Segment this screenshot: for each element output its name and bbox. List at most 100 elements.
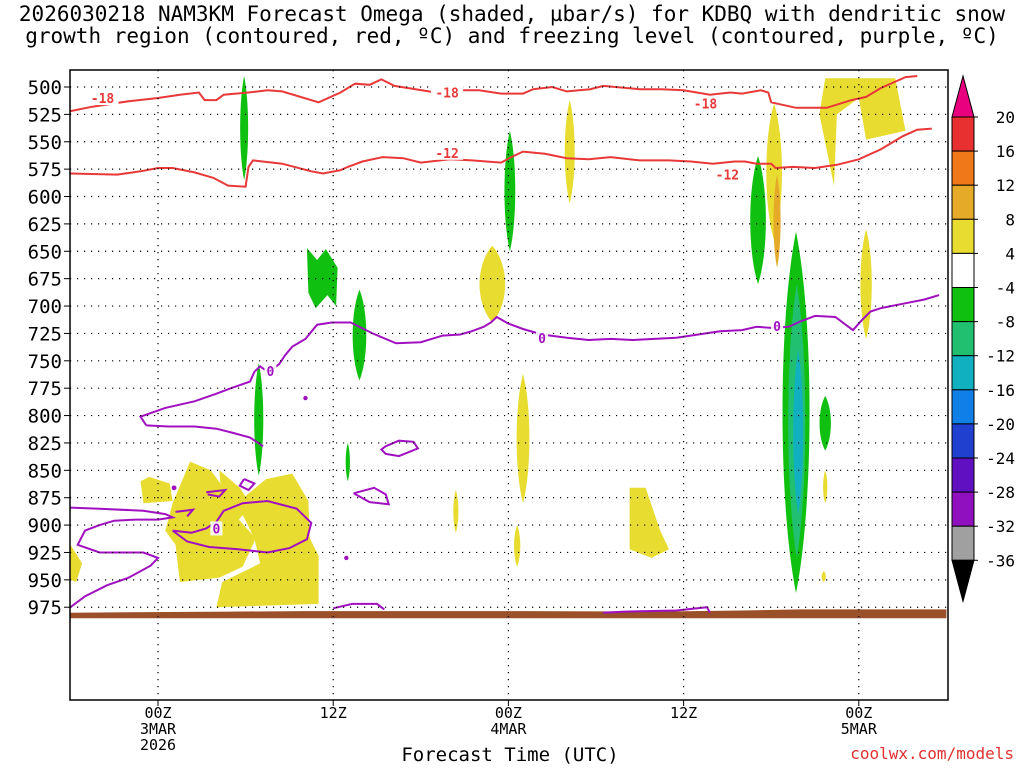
colorbar-swatch <box>951 218 975 254</box>
y-tick-label: 975 <box>28 597 62 619</box>
chart-title-line1: 2026030218 NAM3KM Forecast Omega (shaded… <box>18 2 1006 26</box>
y-tick-label: 525 <box>28 104 62 126</box>
contour-label-bg <box>86 91 119 106</box>
contour-label-freezing: 0 <box>773 320 781 335</box>
colorbar-swatch <box>951 287 975 323</box>
colorbar-swatch <box>951 457 975 493</box>
contour-freezing <box>332 602 385 611</box>
x-axis-title: Forecast Time (UTC) <box>401 744 619 766</box>
x-tick-label: 5MAR <box>841 720 878 738</box>
omega-shade-yellow <box>564 100 575 204</box>
contour-label-dendritic: -18 <box>694 98 718 113</box>
plot-frame <box>69 69 949 701</box>
contour-label-bg <box>771 318 784 333</box>
grid <box>70 70 948 700</box>
contour-label-dendritic: -18 <box>91 92 115 107</box>
colorbar-swatch <box>951 252 975 288</box>
colorbar-label: -28 <box>986 483 1015 502</box>
omega-shade-yellow <box>514 525 521 567</box>
contour-label-dendritic: -12 <box>435 147 458 162</box>
contour-freezing <box>379 439 420 458</box>
y-tick-label: 550 <box>28 132 62 154</box>
y-tick-label: 700 <box>28 296 62 318</box>
y-tick-label: 825 <box>28 433 62 455</box>
omega-shade-yellow <box>629 487 669 558</box>
colorbar-label: -24 <box>986 449 1015 468</box>
colorbar-swatch <box>951 321 975 357</box>
omega-shade-green <box>750 155 766 285</box>
x-tick-label: 00Z <box>144 704 171 722</box>
credit-text: coolwx.com/models <box>850 744 1014 763</box>
y-tick-label: 500 <box>28 77 62 99</box>
contour-freezing <box>603 606 711 614</box>
x-tick-label: 4MAR <box>490 720 527 738</box>
colorbar-label: -16 <box>986 381 1015 400</box>
colorbar-label: -32 <box>986 517 1015 536</box>
omega-shade-green <box>254 362 264 476</box>
freezing-contours <box>70 294 940 614</box>
terrain-fill <box>70 609 947 619</box>
x-tick-label: 00Z <box>495 704 522 722</box>
colorbar-label: 12 <box>996 176 1015 195</box>
x-tick-label: 12Z <box>670 704 697 722</box>
colorbar-label: -12 <box>986 347 1015 366</box>
contour-freezing <box>353 486 391 506</box>
colorbar-label: -20 <box>986 415 1015 434</box>
contour-minus18 <box>70 75 918 113</box>
contour-label-dendritic: -18 <box>435 87 459 102</box>
omega-positive-shading <box>70 78 906 608</box>
x-tick-label: 12Z <box>320 704 347 722</box>
omega-shade-yellow <box>516 373 530 504</box>
contour-freezing-dot <box>171 485 177 491</box>
colorbar-top-arrow <box>951 74 975 118</box>
y-tick-label: 750 <box>28 351 62 373</box>
omega-shade-yellow <box>823 470 828 504</box>
y-tick-label: 775 <box>28 378 62 400</box>
colorbar: 20 16 12 8 4 -4 -8 -12 -16 -20 -24 -28 -32 -36 <box>951 74 1015 604</box>
colorbar-swatch <box>951 150 975 186</box>
contour-label-freezing: 0 <box>267 365 275 380</box>
x-tick-label: 2026 <box>140 736 176 754</box>
colorbar-swatch <box>951 423 975 459</box>
colorbar-swatch <box>951 184 975 220</box>
colorbar-label: 4 <box>1005 244 1015 263</box>
colorbar-label: 16 <box>996 142 1015 161</box>
omega-shade-green <box>504 130 516 252</box>
x-tick-label: 3MAR <box>140 720 177 738</box>
contour-freezing <box>238 478 257 492</box>
omega-shade-yellow <box>453 490 459 533</box>
y-tick-label: 675 <box>28 269 62 291</box>
y-tick-label: 900 <box>28 515 62 537</box>
colorbar-swatch <box>951 116 975 152</box>
omega-shade-green <box>819 395 831 451</box>
contour-freezing <box>146 424 264 448</box>
omega-shade-cyan <box>793 349 804 515</box>
contour-freezing-dot <box>303 395 308 401</box>
contour-freezing <box>138 294 940 426</box>
colorbar-label: -36 <box>986 551 1015 570</box>
dendritic-contours <box>70 75 932 188</box>
contour-label-bg <box>210 521 223 536</box>
colorbar-label: 20 <box>996 108 1015 127</box>
omega-shade-yellow <box>860 229 872 339</box>
omega-shade-yellow <box>819 78 906 186</box>
y-tick-label: 725 <box>28 323 62 345</box>
y-tick-label: 850 <box>28 460 62 482</box>
contour-freezing <box>206 488 228 498</box>
contour-label-bg <box>264 363 277 378</box>
colorbar-label: -8 <box>996 313 1015 332</box>
omega-shade-green <box>352 289 367 381</box>
contour-freezing <box>70 506 177 609</box>
colorbar-swatch <box>951 491 975 527</box>
omega-shade-yellow <box>70 544 83 582</box>
omega-shade-yellow <box>821 571 826 583</box>
colorbar-swatch <box>951 525 975 561</box>
omega-shade-yellow <box>140 476 173 504</box>
omega-shade-yellow <box>479 245 506 323</box>
contour-label-bg <box>431 85 464 100</box>
omega-shade-green <box>345 442 350 482</box>
chart-title-line2: growth region (contoured, red, ºC) and f… <box>25 24 999 48</box>
